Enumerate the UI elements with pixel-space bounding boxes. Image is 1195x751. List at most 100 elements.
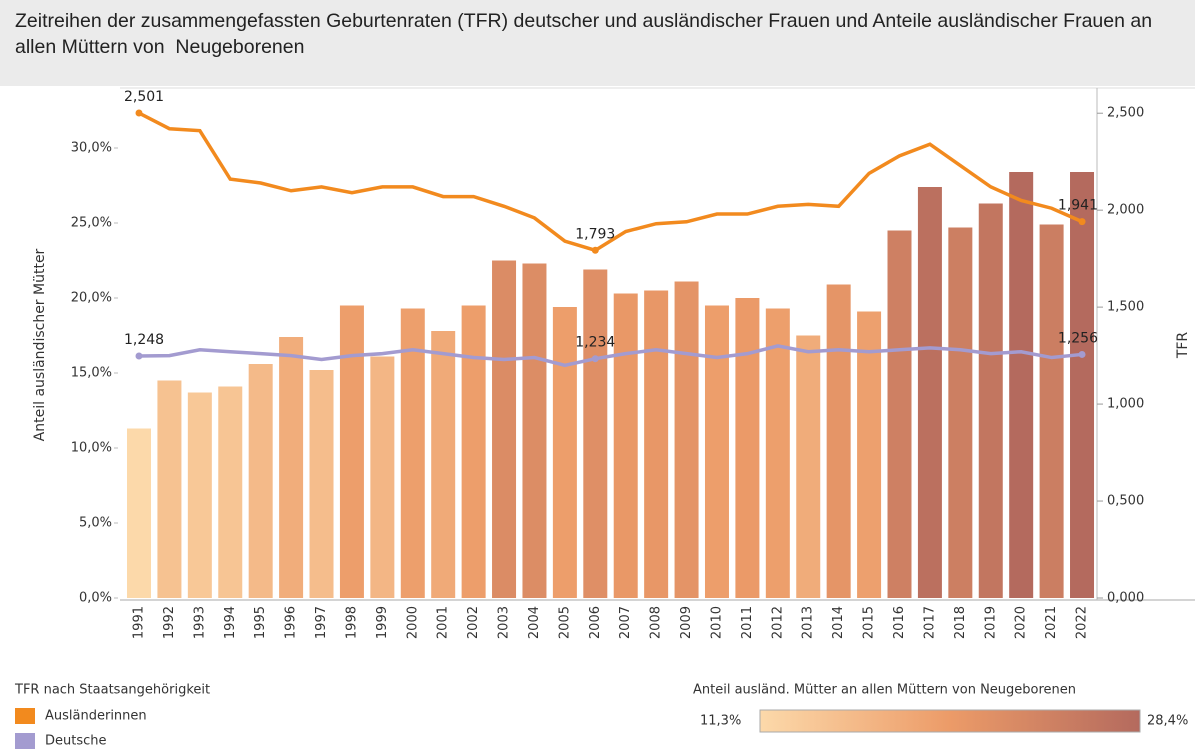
x-tick-label: 2004 (527, 606, 542, 639)
bar (339, 305, 364, 598)
data-label: 2,501 (124, 89, 164, 105)
bar (492, 260, 517, 598)
x-tick-label: 1996 (284, 606, 299, 639)
bar (735, 298, 760, 598)
bar (1070, 172, 1095, 598)
x-tick-label: 2002 (466, 606, 481, 639)
x-tick-label: 1998 (344, 606, 359, 639)
line-point (591, 355, 599, 363)
line (138, 344, 1083, 368)
y-tick-label: 15,0% (71, 366, 112, 381)
data-label: 1,941 (1058, 198, 1098, 214)
bar (978, 203, 1003, 598)
color-scale-title: Anteil ausländ. Mütter an allen Müttern … (693, 683, 1076, 698)
x-tick-label: 2019 (983, 606, 998, 639)
bar (279, 337, 304, 598)
y-axis-label: Anteil ausländischer Mütter (32, 248, 48, 441)
bar (613, 293, 638, 598)
line-point (1078, 218, 1086, 226)
x-tick-label: 2017 (922, 606, 937, 639)
x-tick-label: 2000 (405, 606, 420, 639)
legend-title: TFR nach Staatsangehörigkeit (14, 683, 210, 698)
color-scale-max: 28,4% (1147, 714, 1188, 729)
line (138, 111, 1083, 253)
line-point (135, 109, 143, 117)
y-tick-label: 10,0% (71, 441, 112, 456)
bar (370, 356, 395, 598)
x-tick-label: 2013 (801, 606, 816, 639)
bar (917, 187, 942, 598)
legend-label: Ausländerinnen (45, 709, 147, 724)
y2-tick-label: 0,500 (1107, 494, 1144, 509)
x-tick-label: 2008 (649, 606, 664, 639)
data-label: 1,256 (1058, 330, 1098, 346)
data-label: 1,793 (575, 226, 615, 242)
color-scale-bar (759, 709, 1141, 733)
x-tick-label: 2003 (497, 606, 512, 639)
bar (187, 392, 212, 598)
y2-tick-label: 1,000 (1107, 397, 1144, 412)
bar (674, 281, 699, 598)
bar (127, 428, 151, 598)
y-tick-label: 20,0% (71, 291, 112, 306)
x-tick-label: 2001 (436, 606, 451, 639)
y2-axis-label: TFR (1175, 332, 1191, 360)
bar (157, 380, 182, 598)
bar (218, 386, 243, 598)
x-tick-label: 2015 (862, 606, 877, 639)
x-tick-label: 1997 (314, 606, 329, 639)
legend-swatch (15, 708, 35, 724)
legend-swatch (15, 733, 35, 749)
y-tick-label: 30,0% (71, 141, 112, 156)
bar (826, 284, 851, 598)
x-tick-label: 1994 (223, 606, 238, 639)
bar (431, 331, 456, 598)
x-tick-label: 2010 (709, 606, 724, 639)
x-tick-label: 1993 (192, 606, 207, 639)
line-point (1078, 350, 1086, 358)
y2-tick-label: 2,500 (1107, 106, 1144, 121)
y2-tick-label: 0,000 (1107, 591, 1144, 606)
bar (461, 305, 486, 598)
x-tick-label: 2006 (588, 606, 603, 639)
bar (1039, 224, 1064, 598)
bar (248, 364, 273, 598)
bar (400, 308, 425, 598)
x-tick-label: 2014 (831, 606, 846, 639)
x-tick-label: 2009 (679, 606, 694, 639)
x-tick-label: 2021 (1044, 606, 1059, 639)
line-point (135, 352, 143, 360)
y-tick-label: 0,0% (79, 591, 112, 606)
x-tick-label: 2020 (1014, 606, 1029, 639)
y-tick-label: 5,0% (79, 516, 112, 531)
bar (857, 311, 882, 598)
bar (583, 269, 608, 598)
bar (309, 370, 334, 598)
y-tick-label: 25,0% (71, 216, 112, 231)
y2-tick-label: 1,500 (1107, 300, 1144, 315)
data-label: 1,234 (575, 335, 615, 351)
x-tick-label: 1992 (162, 606, 177, 639)
bar (644, 290, 669, 598)
x-tick-label: 1995 (253, 606, 268, 639)
x-tick-label: 2007 (618, 606, 633, 639)
color-scale-min: 11,3% (700, 714, 741, 729)
line-point (591, 246, 599, 254)
legend-label: Deutsche (45, 734, 107, 749)
bar (796, 335, 821, 598)
y2-tick-label: 2,000 (1107, 203, 1144, 218)
bar (704, 305, 729, 598)
data-label: 1,248 (124, 332, 164, 348)
x-tick-label: 1991 (132, 606, 147, 639)
bar (1009, 172, 1034, 598)
x-tick-label: 2005 (557, 606, 572, 639)
x-tick-label: 2012 (770, 606, 785, 639)
x-tick-label: 1999 (375, 606, 390, 639)
x-tick-label: 2016 (892, 606, 907, 639)
x-tick-label: 2022 (1075, 606, 1090, 639)
x-tick-label: 2011 (740, 606, 755, 639)
bar (765, 308, 790, 598)
bar (552, 307, 577, 598)
